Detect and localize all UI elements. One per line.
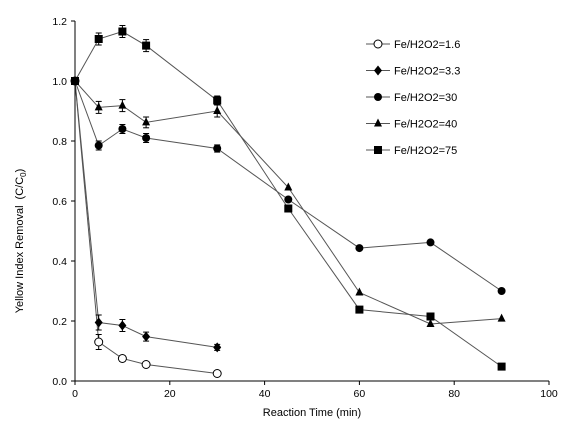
legend-label: Fe/H2O2=3.3 bbox=[394, 66, 460, 78]
y-axis-title-main: Yellow Index Removal bbox=[14, 205, 26, 313]
data-point bbox=[213, 144, 222, 153]
legend-entry: Fe/H2O2=30 bbox=[366, 92, 457, 104]
data-point bbox=[142, 117, 151, 126]
data-point bbox=[117, 354, 127, 363]
data-point bbox=[141, 360, 151, 369]
data-point bbox=[142, 331, 151, 342]
data-point bbox=[497, 313, 506, 322]
y-axis-title-unit: (C/C bbox=[14, 177, 26, 200]
data-point bbox=[118, 100, 127, 109]
legend-entry: Fe/H2O2=3.3 bbox=[366, 65, 460, 78]
data-point bbox=[142, 134, 151, 142]
data-point bbox=[355, 305, 364, 314]
data-point bbox=[373, 39, 383, 49]
legend-label: Fe/H2O2=40 bbox=[394, 119, 457, 131]
data-point bbox=[497, 362, 506, 371]
data-point bbox=[284, 182, 293, 191]
y-tick-label: 0.6 bbox=[52, 196, 67, 208]
y-tick-label: 0.4 bbox=[52, 256, 67, 268]
series bbox=[71, 77, 506, 295]
x-tick-label: 100 bbox=[540, 388, 558, 400]
data-point bbox=[284, 204, 293, 213]
data-point bbox=[355, 244, 364, 253]
series bbox=[71, 76, 506, 327]
data-point bbox=[142, 41, 151, 50]
data-point bbox=[118, 125, 127, 133]
y-tick-label: 0.0 bbox=[52, 376, 67, 388]
legend-label: Fe/H2O2=75 bbox=[394, 145, 457, 157]
data-point bbox=[213, 342, 222, 353]
y-axis-title-sub: 0 bbox=[19, 172, 28, 177]
x-tick-label: 40 bbox=[259, 388, 271, 400]
y-tick-label: 1.2 bbox=[52, 16, 67, 28]
y-tick-label: 0.2 bbox=[52, 316, 67, 328]
data-point bbox=[94, 141, 103, 150]
data-point bbox=[355, 287, 364, 296]
data-point bbox=[374, 93, 382, 101]
data-point bbox=[426, 312, 435, 321]
y-tick-label: 1.0 bbox=[52, 76, 67, 88]
legend-label: Fe/H2O2=1.6 bbox=[394, 39, 460, 51]
data-point bbox=[374, 146, 382, 154]
axes-layer: 0 20 40 60 80 100 0.0 0.2 0.4 0.6 0.8 1.0 1.2 bbox=[52, 16, 558, 400]
data-point bbox=[212, 369, 222, 378]
series-layer bbox=[70, 25, 506, 378]
data-point bbox=[94, 317, 103, 328]
x-tick-label: 80 bbox=[448, 388, 460, 400]
data-point bbox=[426, 319, 435, 327]
data-point bbox=[213, 106, 222, 114]
x-tick-label: 20 bbox=[164, 388, 176, 400]
data-point bbox=[284, 195, 293, 204]
x-axis-title: Reaction Time (min) bbox=[263, 407, 361, 419]
data-point bbox=[374, 65, 382, 76]
legend: Fe/H2O2=1.6 Fe/H2O2=3.3 Fe/H2O2=30 Fe/H2O2=… bbox=[366, 39, 460, 157]
data-point bbox=[213, 96, 222, 105]
data-point bbox=[94, 35, 103, 43]
legend-entry: Fe/H2O2=1.6 bbox=[366, 39, 460, 51]
x-tick-label: 0 bbox=[72, 388, 78, 400]
data-point bbox=[94, 337, 104, 347]
legend-entry: Fe/H2O2=75 bbox=[366, 145, 457, 157]
data-point bbox=[426, 238, 435, 247]
data-point bbox=[497, 287, 506, 295]
data-point bbox=[94, 102, 103, 111]
data-point bbox=[118, 320, 127, 331]
y-tick-label: 0.8 bbox=[52, 136, 67, 148]
y-axis-title: Yellow Index Removal (C/C0) bbox=[14, 169, 28, 314]
data-point bbox=[374, 118, 382, 127]
legend-entry: Fe/H2O2=40 bbox=[366, 118, 457, 131]
x-tick-label: 60 bbox=[354, 388, 366, 400]
data-point bbox=[118, 27, 127, 36]
y-axis-title-close: ) bbox=[14, 169, 26, 173]
legend-label: Fe/H2O2=30 bbox=[394, 92, 457, 104]
